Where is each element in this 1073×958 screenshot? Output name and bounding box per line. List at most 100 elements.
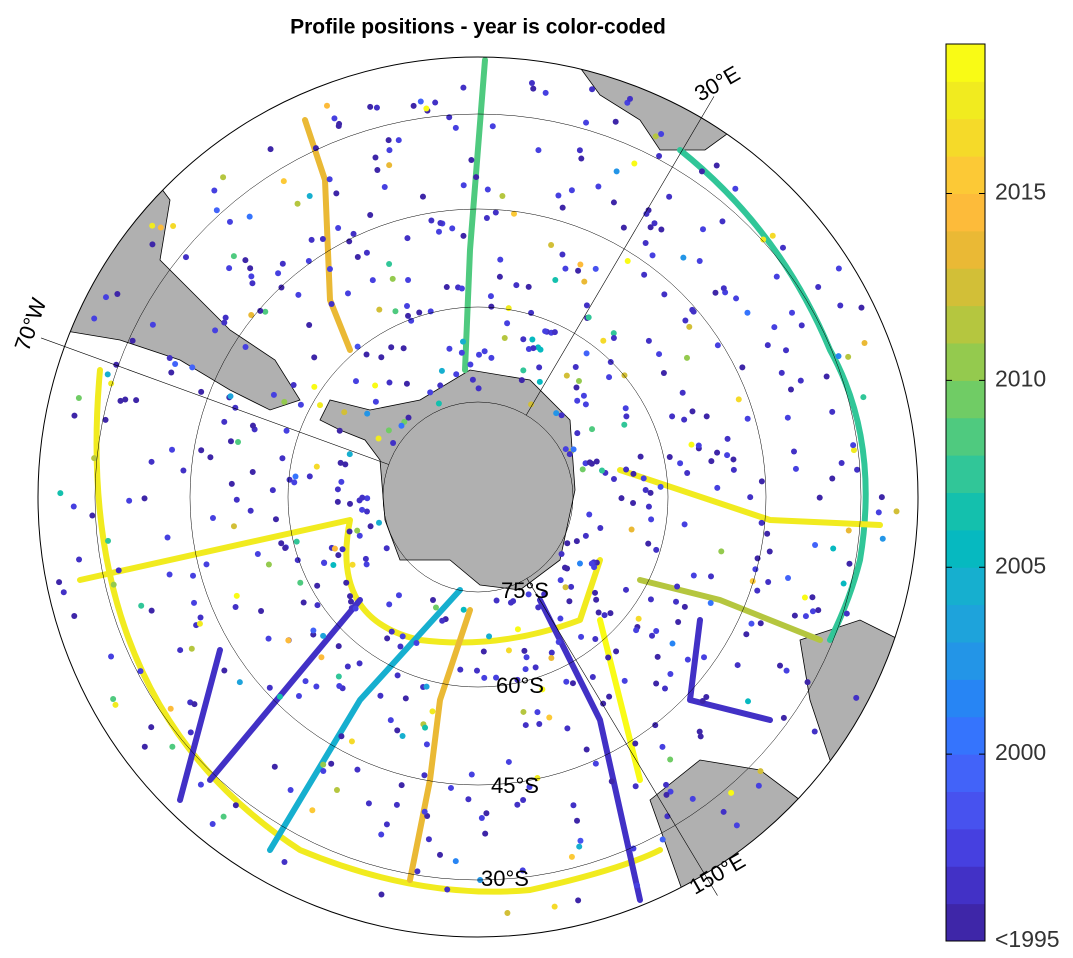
profile-dot: [637, 453, 644, 460]
colorbar-step: [946, 828, 985, 867]
profile-dot: [536, 364, 543, 371]
profile-dot: [667, 788, 674, 795]
profile-dot: [745, 698, 752, 705]
profile-dot: [230, 523, 237, 530]
profile-dot: [378, 891, 385, 898]
profile-dot: [297, 401, 304, 408]
profile-dot: [739, 364, 746, 371]
profile-dot: [519, 867, 526, 874]
profile-dot: [548, 242, 555, 249]
profile-dot: [666, 453, 673, 460]
profile-dot: [577, 837, 584, 844]
profile-dot: [583, 119, 590, 126]
profile-dot: [845, 527, 852, 534]
profile-dot: [765, 579, 772, 586]
profile-dot: [695, 442, 702, 449]
profile-dot: [363, 351, 370, 358]
profile-dot: [386, 260, 393, 267]
profile-dot: [102, 294, 109, 301]
profile-dot: [562, 446, 569, 453]
profile-dot: [211, 187, 218, 194]
map-label: 45°S: [491, 773, 539, 798]
profile-dot: [589, 673, 596, 680]
profile-dot: [71, 612, 78, 619]
profile-dot: [365, 800, 372, 807]
profile-dot: [320, 767, 327, 774]
profile-dot: [394, 727, 401, 734]
profile-dot: [548, 649, 555, 656]
profile-dot: [191, 701, 198, 708]
colorbar-step: [946, 679, 985, 718]
profile-dot: [645, 540, 652, 547]
profile-dot: [496, 273, 503, 280]
profile-dot: [457, 666, 464, 673]
profile-dot: [249, 422, 256, 429]
profile-dot: [610, 330, 617, 337]
profile-dot: [562, 265, 569, 272]
profile-dot: [354, 253, 361, 260]
profile-dot: [653, 546, 660, 553]
profile-dot: [858, 304, 865, 311]
colorbar-step: [946, 567, 985, 606]
profile-dot: [469, 376, 476, 383]
profile-dot: [318, 654, 325, 661]
profile-dot: [633, 627, 640, 634]
profile-dot: [458, 285, 465, 292]
profile-dot: [708, 458, 715, 465]
profile-dot: [558, 550, 565, 557]
profile-dot: [320, 632, 327, 639]
profile-dot: [878, 494, 885, 501]
profile-dot: [311, 383, 318, 390]
profile-dot: [169, 743, 176, 750]
profile-dot: [601, 612, 608, 619]
profile-dot: [435, 228, 442, 235]
profile-dot: [228, 480, 235, 487]
profile-dot: [621, 677, 628, 684]
profile-dot: [649, 632, 656, 639]
profile-dot: [504, 910, 511, 917]
profile-dot: [232, 603, 239, 610]
profile-dot: [520, 336, 527, 343]
profile-dot: [623, 466, 630, 473]
profile-dot: [246, 213, 253, 220]
profile-dot: [606, 693, 613, 700]
profile-dot: [236, 679, 243, 686]
profile-dot: [771, 324, 778, 331]
profile-dot: [553, 410, 560, 417]
profile-dot: [294, 200, 301, 207]
profile-dot: [785, 575, 792, 582]
profile-dot: [372, 398, 379, 405]
profile-dot: [698, 168, 705, 175]
profile-dot: [592, 265, 599, 272]
profile-dot: [564, 540, 571, 547]
profile-dot: [610, 335, 617, 342]
profile-dot: [530, 345, 537, 352]
profile-dot: [643, 210, 650, 217]
profile-dot: [306, 321, 313, 328]
profile-dot: [507, 599, 514, 606]
profile-dot: [435, 400, 442, 407]
map-label: 30°E: [690, 61, 744, 107]
profile-dot: [203, 561, 210, 568]
profile-dot: [696, 728, 703, 735]
profile-dot: [295, 291, 302, 298]
profile-dot: [317, 402, 324, 409]
profile-dot: [149, 241, 156, 248]
profile-dot: [630, 845, 637, 852]
profile-dot: [714, 449, 721, 456]
profile-dot: [749, 578, 756, 585]
profile-dot: [293, 538, 300, 545]
profile-dot: [520, 797, 527, 804]
profile-dot: [270, 391, 277, 398]
profile-dot: [573, 538, 580, 545]
profile-dot: [608, 778, 615, 785]
profile-dot: [829, 408, 836, 415]
profile-dot: [189, 364, 196, 371]
profile-dot: [321, 560, 328, 567]
profile-dot: [60, 589, 67, 596]
profile-dot: [630, 470, 637, 477]
profile-dot: [757, 768, 764, 775]
profile-dot: [597, 524, 604, 531]
profile-dot: [383, 821, 390, 828]
